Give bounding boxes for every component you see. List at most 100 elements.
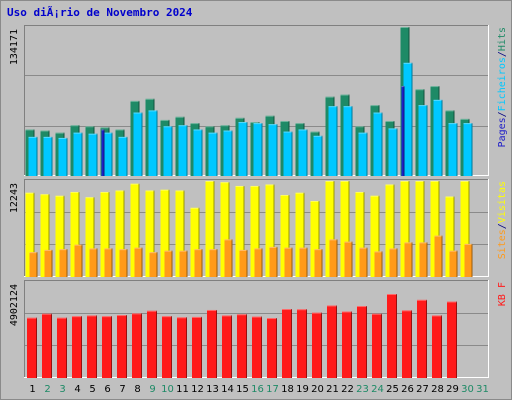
legend-entry: KB F: [497, 282, 508, 306]
panel-hits-legend: Pages/Ficheiros/Hits: [497, 27, 508, 147]
x-tick-label-day-17: 17: [266, 384, 279, 395]
bar-sites-day-10: [164, 250, 173, 277]
bar-files-day-22: [343, 106, 353, 176]
bar-kbf-day-26: [402, 310, 412, 378]
bar-files-day-30: [463, 123, 473, 176]
x-tick-label-day-25: 25: [386, 384, 399, 395]
x-tick-label-day-6: 6: [104, 384, 110, 395]
bar-sites-day-2: [44, 249, 53, 277]
bar-visits-day-25: [385, 184, 395, 277]
panel-kbf-legend: KB F: [497, 282, 508, 306]
bar-kbf-day-4: [72, 316, 82, 378]
bar-sites-day-28: [434, 235, 443, 277]
bar-visits-day-28: [430, 181, 440, 277]
bar-sites-day-4: [74, 244, 83, 277]
bar-files-day-2: [43, 136, 53, 176]
bar-kbf-day-2: [42, 313, 52, 378]
bar-sites-day-26: [404, 242, 413, 277]
bar-files-day-5: [88, 133, 98, 176]
legend-entry: /: [497, 111, 508, 117]
bar-visits-day-27: [415, 181, 425, 277]
legend-entry: Pages: [497, 117, 508, 147]
bar-sites-day-12: [194, 249, 203, 277]
bar-kbf-day-28: [432, 315, 442, 378]
bar-sites-day-7: [119, 249, 128, 277]
x-tick-label-day-28: 28: [431, 384, 444, 395]
bar-files-day-16: [253, 123, 263, 176]
bar-kbf-day-21: [327, 305, 337, 378]
legend-entry: /: [497, 51, 508, 57]
bar-visits-day-7: [115, 190, 125, 277]
bar-kbf-day-25: [387, 294, 397, 378]
bar-visits-day-12: [190, 207, 200, 277]
x-tick-label-day-29: 29: [446, 384, 459, 395]
bar-files-day-10: [163, 126, 173, 176]
chart-title: Uso diÃ¡rio de Novembro 2024: [7, 6, 193, 19]
bar-visits-day-18: [280, 194, 290, 277]
x-tick-label-day-9: 9: [149, 384, 155, 395]
bar-pages-day-26: [401, 86, 405, 176]
x-tick-label-day-1: 1: [29, 384, 35, 395]
bar-kbf-day-23: [357, 306, 367, 378]
bar-visits-day-5: [85, 197, 95, 277]
bar-kbf-day-22: [342, 311, 352, 378]
legend-entry: Hits: [497, 27, 508, 51]
bar-visits-day-15: [235, 185, 245, 277]
bar-sites-day-18: [284, 247, 293, 277]
bar-files-day-29: [448, 123, 458, 176]
bar-sites-day-11: [179, 250, 188, 277]
bar-files-day-23: [358, 132, 368, 176]
bar-visits-day-3: [55, 195, 65, 277]
x-tick-label-day-11: 11: [176, 384, 189, 395]
bar-visits-day-9: [145, 190, 155, 277]
bar-visits-day-6: [100, 191, 110, 277]
bar-sites-day-15: [239, 249, 248, 277]
bar-sites-day-30: [464, 243, 473, 277]
bar-kbf-day-6: [102, 316, 112, 378]
panel-hits-ymax-label: 134171: [9, 29, 20, 65]
legend-entry: /: [497, 223, 508, 229]
x-tick-label-day-23: 23: [356, 384, 369, 395]
bar-files-day-21: [328, 106, 338, 176]
bar-kbf-day-13: [207, 309, 217, 378]
legend-entry: Ficheiros: [497, 57, 508, 111]
bar-kbf-day-3: [57, 317, 67, 378]
x-tick-label-day-20: 20: [311, 384, 324, 395]
x-tick-label-day-5: 5: [89, 384, 95, 395]
bar-kbf-day-19: [297, 309, 307, 378]
x-tick-label-day-22: 22: [341, 384, 354, 395]
bar-visits-day-1: [25, 192, 35, 277]
bar-sites-day-20: [314, 249, 323, 277]
bar-kbf-day-27: [417, 299, 427, 378]
bar-kbf-day-24: [372, 313, 382, 378]
panel-visits-legend: Sites/Visitas: [497, 181, 508, 259]
bar-sites-day-3: [59, 249, 68, 277]
x-tick-label-day-15: 15: [236, 384, 249, 395]
bar-sites-day-16: [254, 248, 263, 277]
bar-sites-day-29: [449, 250, 458, 277]
bar-sites-day-8: [134, 247, 143, 277]
bar-sites-day-14: [224, 239, 233, 277]
bar-visits-day-24: [370, 195, 380, 277]
x-tick-label-day-26: 26: [401, 384, 414, 395]
bar-kbf-day-15: [237, 314, 247, 378]
bar-visits-day-8: [130, 183, 140, 277]
bar-kbf-day-14: [222, 315, 232, 378]
bar-visits-day-11: [175, 190, 185, 277]
bar-visits-day-29: [445, 196, 455, 277]
bar-files-day-13: [208, 132, 218, 176]
x-tick-label-day-12: 12: [191, 384, 204, 395]
bar-kbf-day-16: [252, 316, 262, 378]
bar-sites-day-24: [374, 251, 383, 277]
panel-kbf-ymax-label: 4902124: [9, 284, 20, 326]
x-tick-label-day-19: 19: [296, 384, 309, 395]
legend-entry: Visitas: [497, 181, 508, 223]
bar-files-day-24: [373, 112, 383, 176]
bar-sites-day-17: [269, 246, 278, 277]
bar-visits-day-30: [460, 181, 470, 277]
x-tick-label-day-13: 13: [206, 384, 219, 395]
bar-kbf-day-1: [27, 317, 37, 378]
bar-visits-day-4: [70, 191, 80, 277]
bar-kbf-day-5: [87, 315, 97, 378]
bar-files-day-8: [133, 112, 143, 176]
